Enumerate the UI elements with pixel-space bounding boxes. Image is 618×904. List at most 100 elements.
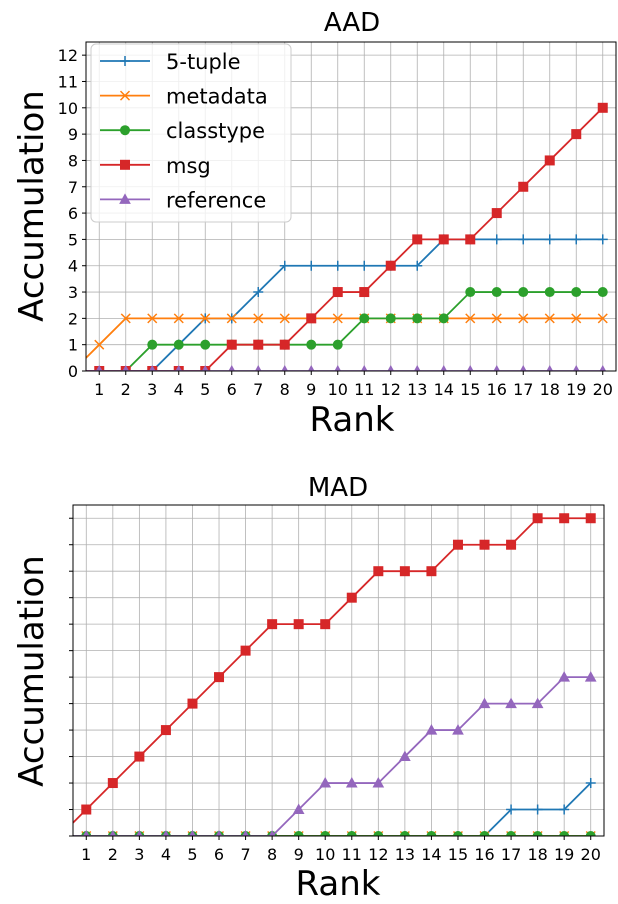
x-tick-label: 5	[187, 845, 197, 864]
x-tick-label: 3	[134, 845, 144, 864]
legend-label: classtype	[166, 119, 265, 143]
legend-item: classtype	[100, 119, 265, 143]
data-point	[505, 697, 517, 709]
data-point	[571, 234, 582, 245]
data-point	[147, 339, 158, 350]
data-point	[571, 129, 582, 140]
data-point	[134, 751, 145, 762]
legend-marker	[119, 193, 131, 204]
data-point	[452, 831, 463, 836]
data-point	[544, 155, 555, 166]
x-tick-label: 19	[554, 845, 574, 864]
data-point	[320, 619, 331, 630]
x-tick-label: 7	[240, 845, 250, 864]
data-point	[478, 697, 491, 709]
x-tick-label: 1	[94, 380, 104, 399]
data-point	[385, 313, 396, 324]
data-point	[293, 619, 304, 630]
data-point	[518, 313, 529, 324]
data-point	[584, 671, 597, 682]
data-point	[532, 831, 543, 836]
data-point	[200, 313, 211, 324]
y-tick-label: 10	[58, 99, 78, 118]
data-point	[306, 339, 317, 350]
data-point	[532, 804, 543, 815]
data-point	[426, 566, 437, 577]
data-point	[585, 831, 596, 836]
data-point	[559, 513, 570, 524]
data-point	[399, 566, 410, 577]
x-tick-label: 13	[407, 380, 427, 399]
data-point	[319, 777, 332, 788]
legend-label: reference	[166, 188, 266, 212]
x-tick-label: 3	[147, 380, 157, 399]
series-msg	[73, 513, 596, 825]
data-point	[226, 339, 237, 350]
data-point	[491, 287, 502, 298]
x-tick-label: 15	[448, 845, 468, 864]
data-point	[438, 234, 449, 245]
x-tick-label: 14	[434, 380, 454, 399]
data-point	[465, 234, 476, 245]
data-point	[399, 750, 411, 762]
legend-item: reference	[100, 188, 266, 212]
data-point	[518, 181, 529, 192]
data-point	[373, 566, 384, 577]
data-point	[332, 313, 343, 324]
data-point	[279, 260, 290, 271]
x-tick-label: 18	[527, 845, 547, 864]
x-tick-label: 7	[253, 380, 263, 399]
x-tick-label: 8	[267, 845, 277, 864]
data-point	[94, 339, 105, 350]
y-tick-label: 5	[68, 230, 78, 249]
chart-aad: AAD 1 2 3 4 5 6 7 8 9 10 11 12 13 14 15 16 17 18 19 2001234…	[12, 8, 617, 440]
data-point	[559, 804, 570, 815]
data-point	[214, 672, 225, 683]
y-tick-label: 6	[68, 204, 78, 223]
ticks: 1 2 3 4 5 6 7 8 9 10 11 12 13 14 15 16 17 18 19 20012345678…	[58, 46, 613, 399]
data-point	[412, 234, 423, 245]
x-axis-label: Rank	[296, 864, 381, 904]
x-tick-label: 18	[540, 380, 560, 399]
data-point	[332, 287, 343, 298]
y-axis-label: Accumulation	[12, 90, 52, 322]
x-tick-label: 8	[280, 380, 290, 399]
plot-frame	[85, 41, 617, 372]
data-point	[147, 313, 158, 324]
x-tick-label: 11	[354, 380, 374, 399]
data-point	[426, 831, 437, 836]
x-tick-label: 15	[460, 380, 480, 399]
legend-marker	[120, 125, 130, 136]
data-point	[491, 313, 502, 324]
data-point	[279, 313, 290, 324]
x-tick-label: 1	[81, 845, 91, 864]
data-point	[559, 831, 570, 836]
x-tick-label: 2	[108, 845, 118, 864]
data-point	[332, 260, 343, 271]
data-point	[544, 287, 555, 298]
data-point	[292, 803, 305, 815]
x-tick-label: 12	[381, 380, 401, 399]
x-tick-label: 13	[395, 845, 415, 864]
series-group	[86, 102, 608, 371]
data-point	[399, 831, 410, 836]
legend: 5-tuple metadata classtype msg reference	[90, 43, 292, 223]
x-tick-label: 16	[487, 380, 507, 399]
data-point	[479, 539, 490, 550]
ticks: 1 2 3 4 5 6 7 8 9 10 11 12 13 14 15 16 17 18 19 20	[69, 517, 601, 864]
data-point	[359, 313, 370, 324]
chart-mad: MAD 1 2 3 4 5 6 7 8 9 10 11 12 13 14 15 16 17 18 19 20 Rank…	[12, 473, 605, 904]
data-point	[585, 513, 596, 524]
chart-title: MAD	[308, 473, 368, 503]
data-point	[359, 260, 370, 271]
series-line	[73, 782, 592, 836]
data-point	[597, 102, 608, 113]
y-tick-label: 8	[68, 151, 78, 170]
x-tick-label: 20	[593, 380, 613, 399]
data-point	[359, 287, 370, 298]
data-point	[306, 313, 317, 324]
data-point	[532, 513, 543, 524]
data-point	[531, 697, 544, 709]
data-point	[438, 313, 449, 324]
x-tick-label: 4	[161, 845, 171, 864]
